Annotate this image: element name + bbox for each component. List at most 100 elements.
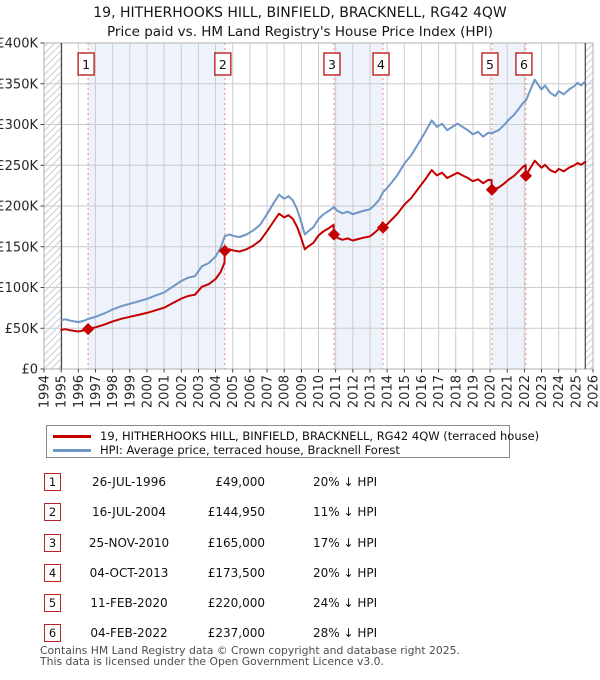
sale-date: 04-OCT-2013 <box>89 565 169 580</box>
sale-date-lines <box>87 43 527 369</box>
svg-text:2026: 2026 <box>587 375 600 408</box>
title-line1: 19, HITHERHOOKS HILL, BINFIELD, BRACKNEL… <box>93 5 507 21</box>
title-line2: Price paid vs. HM Land Registry's House … <box>107 24 493 40</box>
sale-price: £220,000 <box>207 596 265 610</box>
svg-text:6: 6 <box>520 57 528 72</box>
legend-item: 19, HITHERHOOKS HILL, BINFIELD, BRACKNEL… <box>53 429 539 443</box>
svg-text:5: 5 <box>486 57 494 72</box>
svg-text:1998: 1998 <box>106 375 121 408</box>
sale-date: 16-JUL-2004 <box>92 505 166 520</box>
x-axis-labels: 1994 1995 1996 1997 1998 1999 2000 2001 2002 2003… <box>38 375 600 408</box>
sale-number-boxes: 1 2 3 4 5 6 <box>77 52 533 76</box>
sale-date: 26-JUL-1996 <box>92 475 166 489</box>
chart-legend: 19, HITHERHOOKS HILL, BINFIELD, BRACKNEL… <box>46 425 539 458</box>
sale-date: 04-FEB-2022 <box>90 626 168 641</box>
svg-text:2016: 2016 <box>415 375 430 408</box>
svg-text:1995: 1995 <box>55 375 70 408</box>
svg-text:£250K: £250K <box>0 159 38 174</box>
svg-text:2007: 2007 <box>261 375 276 408</box>
svg-text:£0: £0 <box>21 363 38 378</box>
svg-text:2021: 2021 <box>501 375 516 408</box>
sale-number: 5 <box>44 594 61 612</box>
svg-text:2000: 2000 <box>140 375 155 408</box>
sale-vs-hpi: 11% ↓ HPI <box>313 505 378 520</box>
svg-text:2004: 2004 <box>209 375 224 408</box>
svg-text:2012: 2012 <box>346 375 361 408</box>
svg-text:2010: 2010 <box>312 375 327 408</box>
svg-text:2022: 2022 <box>518 375 533 408</box>
svg-text:2001: 2001 <box>158 375 173 408</box>
svg-text:2006: 2006 <box>243 375 258 408</box>
svg-text:2002: 2002 <box>175 375 190 408</box>
svg-text:2020: 2020 <box>484 375 499 408</box>
svg-text:1999: 1999 <box>123 375 138 408</box>
svg-text:2008: 2008 <box>278 375 293 408</box>
sale-number: 6 <box>44 624 61 643</box>
svg-text:3: 3 <box>328 57 336 72</box>
sale-number: 4 <box>44 563 61 582</box>
svg-text:1997: 1997 <box>89 375 104 408</box>
svg-text:£400K: £400K <box>0 37 38 52</box>
svg-text:1: 1 <box>82 57 90 72</box>
y-axis-labels: £0 £50K £100K £150K £200K £250K £300K £350K £400… <box>0 37 38 378</box>
table-row: 6 04-FEB-2022 £237,000 28% ↓ HPI <box>0 624 600 643</box>
price-line-swatch <box>53 434 91 438</box>
svg-text:2017: 2017 <box>432 375 447 408</box>
svg-text:2025: 2025 <box>569 375 584 408</box>
svg-text:£50K: £50K <box>5 322 39 337</box>
svg-text:2015: 2015 <box>398 375 413 408</box>
sale-date: 25-NOV-2010 <box>88 535 170 550</box>
hpi-line-swatch <box>53 448 91 452</box>
table-row: 1 26-JUL-1996 £49,000 20% ↓ HPI <box>0 473 600 491</box>
table-row: 4 04-OCT-2013 £173,500 20% ↓ HPI <box>0 563 600 582</box>
footer-line2: This data is licensed under the Open Gov… <box>40 654 384 668</box>
sale-vs-hpi: 20% ↓ HPI <box>313 565 378 580</box>
svg-text:£300K: £300K <box>0 118 38 133</box>
sale-vs-hpi: 24% ↓ HPI <box>313 596 378 610</box>
sale-number: 3 <box>44 533 61 552</box>
sale-price: £165,000 <box>207 535 265 550</box>
svg-text:2013: 2013 <box>363 375 378 408</box>
svg-text:2009: 2009 <box>295 375 310 408</box>
axis-ticks <box>40 42 594 373</box>
license-footer: Contains HM Land Registry data © Crown c… <box>40 644 460 668</box>
sale-date: 11-FEB-2020 <box>90 596 168 610</box>
svg-text:£100K: £100K <box>0 281 38 296</box>
sale-price: £237,000 <box>207 626 265 641</box>
sale-price: £173,500 <box>207 565 265 580</box>
gridlines <box>44 43 593 369</box>
price-chart: 1994 1995 1996 1997 1998 1999 2000 2001 2002 2003… <box>0 37 600 409</box>
svg-text:1994: 1994 <box>38 375 53 408</box>
hpi-line <box>60 78 587 324</box>
svg-text:1996: 1996 <box>72 375 87 408</box>
sale-price: £49,000 <box>215 475 265 489</box>
svg-text:2005: 2005 <box>226 375 241 408</box>
sale-vs-hpi: 28% ↓ HPI <box>313 626 378 641</box>
svg-text:2018: 2018 <box>449 375 464 408</box>
legend-label: 19, HITHERHOOKS HILL, BINFIELD, BRACKNEL… <box>100 429 540 443</box>
svg-text:2: 2 <box>219 57 227 72</box>
svg-text:2024: 2024 <box>552 375 567 408</box>
sale-price: £144,950 <box>207 505 265 520</box>
svg-text:2003: 2003 <box>192 375 207 408</box>
svg-text:£150K: £150K <box>0 240 38 255</box>
footer-line1: Contains HM Land Registry data © Crown c… <box>40 644 460 657</box>
svg-text:2011: 2011 <box>329 375 344 408</box>
table-row: 3 25-NOV-2010 £165,000 17% ↓ HPI <box>0 533 600 552</box>
svg-text:2023: 2023 <box>535 375 550 408</box>
sale-vs-hpi: 20% ↓ HPI <box>313 475 378 489</box>
legend-item: HPI: Average price, terraced house, Brac… <box>53 443 509 457</box>
table-row: 2 16-JUL-2004 £144,950 11% ↓ HPI <box>0 503 600 522</box>
page-title: 19, HITHERHOOKS HILL, BINFIELD, BRACKNEL… <box>0 4 600 41</box>
svg-text:2019: 2019 <box>466 375 481 408</box>
sale-number: 2 <box>44 503 61 522</box>
svg-text:2014: 2014 <box>381 375 396 408</box>
table-row: 5 11-FEB-2020 £220,000 24% ↓ HPI <box>0 594 600 612</box>
svg-text:£200K: £200K <box>0 200 38 215</box>
legend-label: HPI: Average price, terraced house, Brac… <box>100 443 400 457</box>
sale-vs-hpi: 17% ↓ HPI <box>313 535 378 550</box>
price-paid-line <box>60 159 587 333</box>
svg-text:4: 4 <box>377 57 385 72</box>
svg-text:£350K: £350K <box>0 77 38 92</box>
